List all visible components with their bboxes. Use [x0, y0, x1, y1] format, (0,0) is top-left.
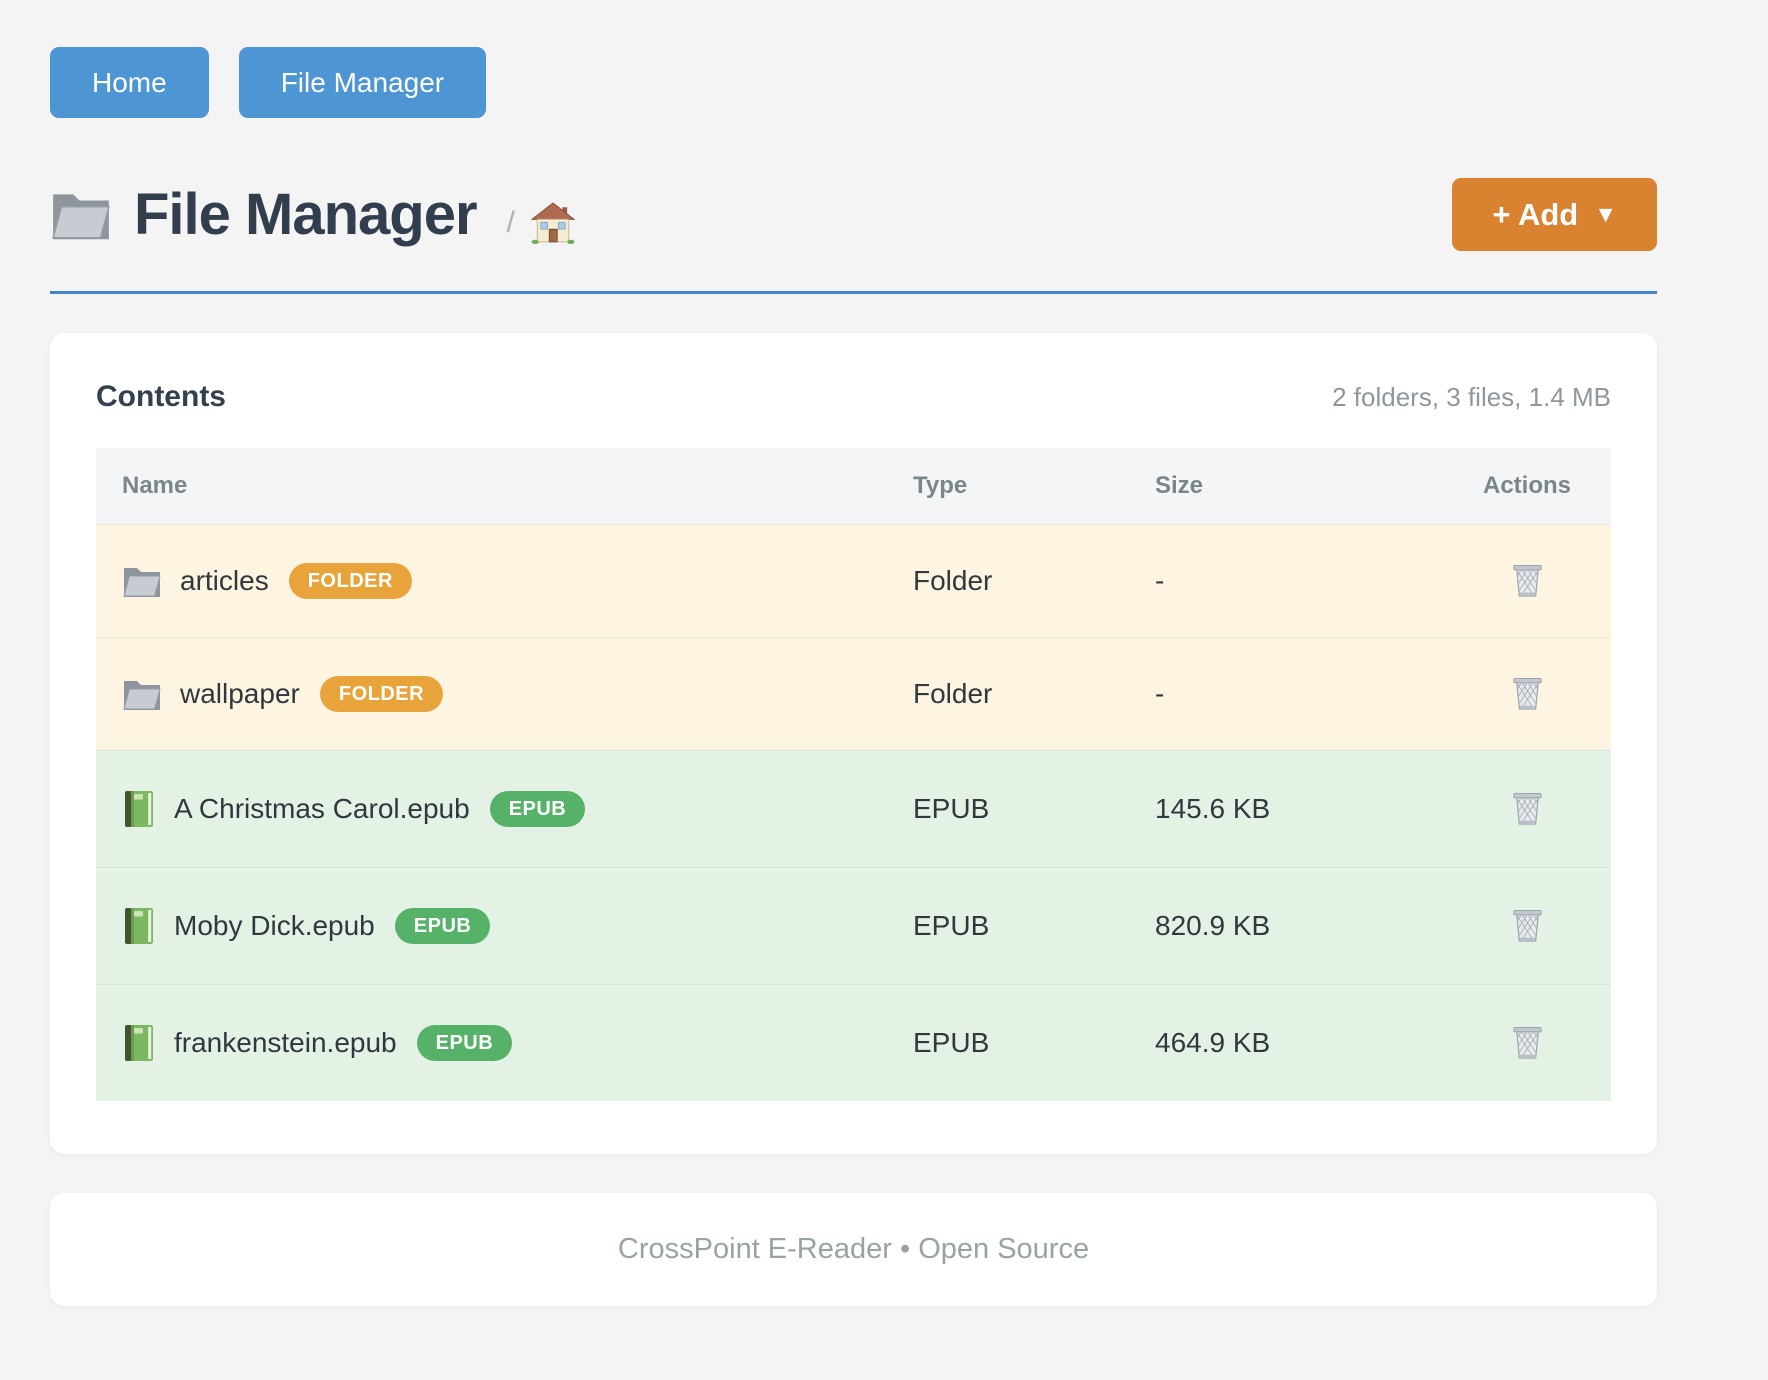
- type-badge: EPUB: [416, 1025, 513, 1061]
- size-cell: 820.9 KB: [1155, 910, 1271, 941]
- trash-icon: [1510, 815, 1545, 830]
- type-cell: EPUB: [913, 910, 990, 941]
- page-header: File Manager / + Add ▼: [50, 178, 1657, 251]
- delete-button[interactable]: [1504, 556, 1551, 605]
- file-name-cell: A Christmas Carol.epub EPUB: [96, 751, 913, 867]
- file-name-link[interactable]: wallpaper: [180, 678, 300, 709]
- delete-button[interactable]: [1504, 784, 1551, 833]
- contents-title: Contents: [96, 380, 226, 413]
- breadcrumb: /: [507, 202, 575, 244]
- file-name-link[interactable]: A Christmas Carol.epub: [174, 793, 470, 824]
- column-header-type: Type: [913, 472, 968, 499]
- home-icon[interactable]: [531, 202, 575, 244]
- folder-icon: [50, 188, 112, 241]
- column-header-size: Size: [1155, 472, 1204, 499]
- add-button-label: + Add: [1492, 196, 1579, 232]
- table-row: frankenstein.epub EPUB EPUB 464.9 KB: [96, 984, 1611, 1101]
- folder-icon: [122, 677, 162, 711]
- delete-button[interactable]: [1504, 1018, 1551, 1067]
- footer: CrossPoint E-Reader • Open Source: [50, 1193, 1657, 1306]
- file-name-link[interactable]: articles: [180, 565, 269, 596]
- size-cell: -: [1155, 565, 1165, 596]
- book-icon: [122, 1023, 156, 1063]
- size-cell: -: [1155, 678, 1165, 709]
- add-button[interactable]: + Add ▼: [1452, 178, 1657, 251]
- book-icon: [122, 906, 156, 946]
- file-name-cell: frankenstein.epub EPUB: [96, 985, 913, 1101]
- file-name-link[interactable]: frankenstein.epub: [174, 1027, 397, 1058]
- file-name-cell: Moby Dick.epub EPUB: [96, 868, 913, 984]
- nav-home-button[interactable]: Home: [50, 47, 209, 118]
- page-title: File Manager: [134, 182, 478, 247]
- page-container: Home File Manager File Manager / + Add ▼…: [50, 0, 1657, 1306]
- delete-button[interactable]: [1504, 669, 1551, 718]
- trash-icon: [1510, 587, 1545, 602]
- trash-icon: [1510, 932, 1545, 947]
- column-header-actions: Actions: [1482, 472, 1571, 499]
- type-badge: FOLDER: [288, 563, 412, 599]
- contents-summary: 2 folders, 3 files, 1.4 MB: [1332, 382, 1611, 412]
- footer-text: CrossPoint E-Reader • Open Source: [617, 1233, 1090, 1265]
- top-nav: Home File Manager: [50, 47, 1657, 118]
- table-row: articles FOLDER Folder -: [96, 524, 1611, 637]
- folder-icon: [122, 564, 162, 598]
- file-name-cell: wallpaper FOLDER: [96, 638, 913, 750]
- type-badge: EPUB: [489, 791, 586, 827]
- file-name-cell: articles FOLDER: [96, 525, 913, 637]
- delete-button[interactable]: [1504, 901, 1551, 950]
- book-icon: [122, 789, 156, 829]
- type-cell: Folder: [913, 678, 993, 709]
- contents-card: Contents 2 folders, 3 files, 1.4 MB Name…: [50, 333, 1657, 1154]
- contents-card-header: Contents 2 folders, 3 files, 1.4 MB: [96, 380, 1611, 414]
- type-cell: EPUB: [913, 1027, 990, 1058]
- size-cell: 145.6 KB: [1155, 793, 1271, 824]
- type-badge: EPUB: [394, 908, 491, 944]
- breadcrumb-separator: /: [506, 205, 515, 239]
- table-row: Moby Dick.epub EPUB EPUB 820.9 KB: [96, 867, 1611, 984]
- file-name-link[interactable]: Moby Dick.epub: [174, 910, 375, 941]
- size-cell: 464.9 KB: [1155, 1027, 1271, 1058]
- trash-icon: [1510, 700, 1545, 715]
- table-header-row: Name Type Size Actions: [96, 448, 1611, 524]
- table-row: A Christmas Carol.epub EPUB EPUB 145.6 K…: [96, 750, 1611, 867]
- file-table: Name Type Size Actions articles FOLDER F…: [96, 448, 1611, 1101]
- type-cell: Folder: [913, 565, 993, 596]
- chevron-down-icon: ▼: [1594, 201, 1617, 227]
- nav-file-manager-button[interactable]: File Manager: [238, 47, 487, 118]
- type-badge: FOLDER: [319, 676, 444, 712]
- header-divider: [50, 291, 1657, 294]
- type-cell: EPUB: [913, 793, 990, 824]
- trash-icon: [1510, 1049, 1545, 1064]
- table-row: wallpaper FOLDER Folder -: [96, 637, 1611, 750]
- column-header-name: Name: [122, 472, 188, 499]
